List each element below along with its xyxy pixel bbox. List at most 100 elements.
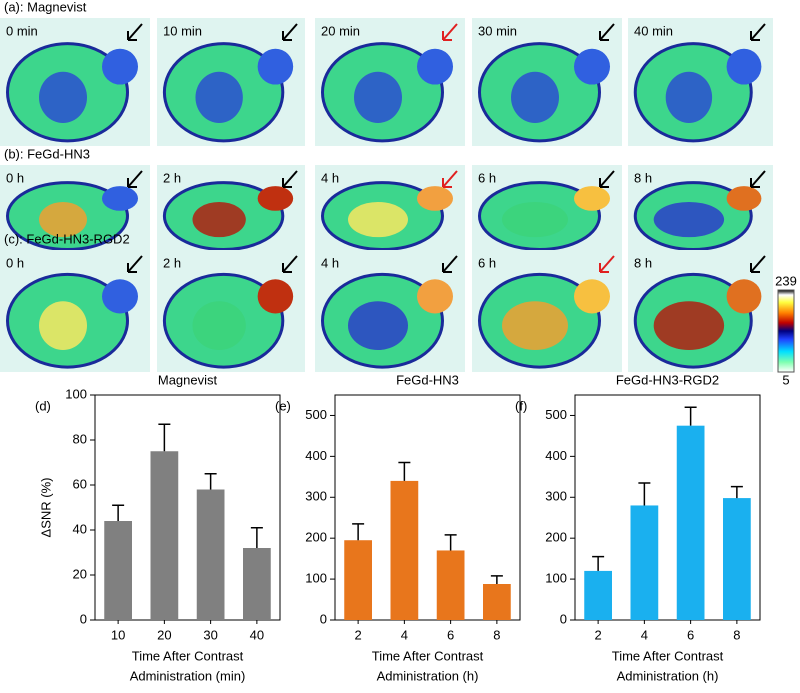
tumor (417, 279, 453, 314)
error-bar (592, 555, 605, 571)
error-bar (684, 406, 697, 426)
tissue-core (665, 71, 713, 123)
panel-label: (b): FeGd-HN3 (4, 146, 90, 161)
y-tick-label: 500 (545, 407, 567, 422)
arrow (599, 170, 615, 188)
tumor (417, 48, 453, 85)
time-label: 6 h (478, 255, 496, 270)
time-label: 30 min (478, 23, 517, 38)
x-tick-label: 4 (401, 627, 408, 642)
bar (676, 425, 705, 620)
time-label: 4 h (321, 255, 339, 270)
panel-label: (e) (275, 398, 291, 413)
tumor (257, 186, 294, 211)
x-tick-label: 8 (733, 627, 740, 642)
y-tick-label: 300 (545, 489, 567, 504)
bar (584, 570, 612, 620)
tissue-core (348, 201, 408, 238)
time-label: 40 min (634, 23, 673, 38)
error-bar (158, 423, 171, 452)
arrow (750, 255, 766, 273)
time-label: 2 h (163, 255, 181, 270)
x-axis-label: Administration (min) (130, 668, 246, 683)
x-tick-label: 30 (203, 627, 217, 642)
y-tick-label: 300 (305, 489, 327, 504)
error-bar (730, 485, 743, 499)
tissue-core (348, 301, 408, 351)
bar (630, 505, 659, 620)
tissue-core (502, 301, 568, 351)
tumor (417, 186, 453, 211)
time-label: 0 h (6, 255, 24, 270)
tissue-core (39, 201, 87, 238)
tissue-core (502, 201, 568, 238)
x-tick-label: 20 (157, 627, 171, 642)
arrow (282, 170, 298, 188)
x-axis-label: Time After Contrast (372, 648, 484, 663)
time-label: 0 min (6, 23, 38, 38)
arrow (442, 255, 458, 273)
x-axis-label: Administration (h) (377, 668, 479, 683)
error-bar (250, 527, 263, 548)
tissue-core (354, 71, 402, 123)
error-bar (638, 482, 651, 506)
tumor (574, 186, 610, 211)
arrow (442, 170, 458, 188)
x-tick-label: 6 (687, 627, 694, 642)
tissue-core (39, 71, 87, 123)
y-tick-label: 200 (305, 530, 327, 545)
x-tick-label: 8 (493, 627, 500, 642)
arrow (750, 23, 766, 41)
y-tick-label: 0 (560, 611, 567, 626)
y-tick-label: 0 (320, 611, 327, 626)
tumor (102, 48, 138, 85)
arrow (282, 23, 298, 41)
tumor (726, 279, 762, 314)
tissue-core (192, 201, 246, 238)
bar (483, 584, 511, 620)
time-label: 4 h (321, 170, 339, 185)
tumor (102, 279, 138, 314)
bar (243, 548, 271, 620)
panel-label: (c): FeGd-HN3-RGD2 (4, 231, 130, 246)
x-tick-label: 4 (641, 627, 648, 642)
tissue-core (39, 301, 87, 351)
arrow (442, 23, 458, 41)
y-tick-label: 200 (545, 530, 567, 545)
x-axis-label: Time After Contrast (612, 648, 724, 663)
bar (150, 451, 179, 620)
bar (104, 521, 132, 620)
y-tick-label: 80 (73, 431, 87, 446)
arrow (127, 170, 143, 188)
error-bar (398, 461, 411, 481)
plot-frame (94, 394, 281, 621)
y-tick-label: 400 (545, 448, 567, 463)
tissue-core (653, 201, 725, 238)
y-tick-label: 400 (305, 448, 327, 463)
time-label: 20 min (321, 23, 360, 38)
error-bar (204, 473, 217, 490)
panel-label: (d) (35, 398, 51, 413)
panel-label: (a): Magnevist (4, 0, 87, 14)
tumor (574, 279, 610, 314)
y-tick-label: 100 (305, 571, 327, 586)
x-tick-label: 6 (447, 627, 454, 642)
bar (196, 489, 225, 620)
chart-title: FeGd-HN3 (396, 372, 459, 387)
arrow (599, 255, 615, 273)
arrow (127, 23, 143, 41)
y-tick-label: 100 (545, 571, 567, 586)
y-tick-label: 60 (73, 476, 87, 491)
panel-label: (f) (515, 398, 527, 413)
y-tick-label: 100 (65, 386, 87, 401)
bar (390, 480, 419, 620)
plot-frame (334, 394, 521, 621)
bar (344, 540, 372, 620)
x-tick-label: 2 (355, 627, 362, 642)
y-tick-label: 20 (73, 566, 87, 581)
y-tick-label: 0 (80, 611, 87, 626)
y-axis-label: ΔSNR (%) (38, 478, 53, 538)
bar (436, 550, 465, 620)
y-tick-label: 40 (73, 521, 87, 536)
